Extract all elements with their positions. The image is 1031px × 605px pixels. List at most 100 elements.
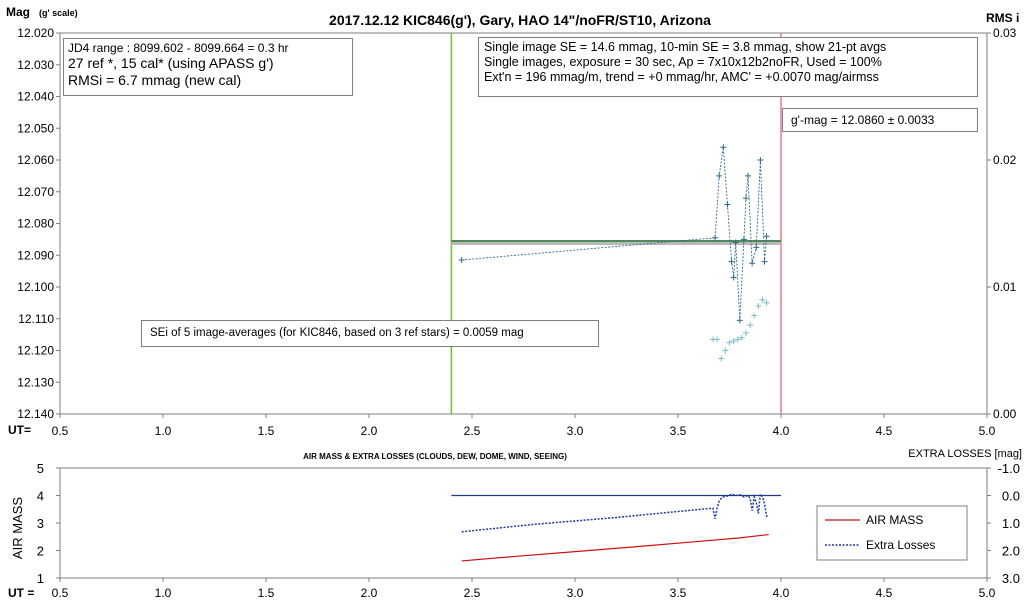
y-tick-label: 12.070 — [17, 185, 54, 199]
y2-tick-label: 0.00 — [993, 407, 1017, 421]
sei-box: SEi of 5 image-averages (for KIC846, bas… — [141, 320, 599, 347]
x-tick-label: 5.0 — [979, 424, 996, 438]
data-point — [732, 239, 739, 246]
y-tick-label: 12.140 — [17, 407, 54, 421]
legend-extra-losses-label: Extra Losses — [866, 538, 935, 552]
extra-losses-y2-label: EXTRA LOSSES [mag] — [908, 448, 1022, 460]
airmass-y-tick-label: 2 — [37, 544, 44, 559]
data-point — [757, 157, 764, 163]
y-tick-label: 12.030 — [17, 58, 54, 72]
x-tick-label: 2.0 — [361, 424, 378, 438]
y-tick-label: 12.020 — [17, 26, 54, 40]
data-point — [740, 236, 747, 243]
x-tick-label: 1.0 — [155, 424, 172, 438]
airmass-y-tick-label: 1 — [37, 571, 44, 586]
stats-box-line3: Ext'n = 196 mmag/m, trend = +0 mmag/hr, … — [484, 70, 879, 84]
airmass-x-tick-label: 2.0 — [361, 586, 378, 600]
gmag-box: g'-mag = 12.0860 ± 0.0033 — [782, 108, 978, 132]
airmass-y-label: AIR MASS — [10, 497, 25, 559]
y-tick-label: 12.080 — [17, 217, 54, 231]
legend-airmass-label: AIR MASS — [866, 513, 923, 527]
airmass-x-tick-label: 3.5 — [670, 586, 687, 600]
y-tick-label: 12.050 — [17, 121, 54, 135]
data-point — [716, 172, 723, 179]
info-box-line2: 27 ref *, 15 cal* (using APASS g') — [68, 55, 274, 72]
data-point — [730, 274, 737, 281]
x-tick-label: 3.0 — [567, 424, 584, 438]
data-point — [714, 336, 721, 343]
y2-tick-label: 0.03 — [993, 26, 1017, 40]
extra-losses-line — [461, 492, 770, 533]
data-point — [747, 322, 754, 329]
airmass-y-tick-label: 5 — [37, 461, 44, 476]
airmass-x-tick-label: 0.5 — [52, 586, 69, 600]
data-point — [745, 172, 752, 179]
data-point — [751, 312, 758, 319]
airmass-x-tick-label: 1.0 — [155, 586, 172, 600]
airmass-y-tick-label: 3 — [37, 516, 44, 531]
y-tick-label: 12.090 — [17, 248, 54, 262]
x-tick-label: 2.5 — [464, 424, 481, 438]
info-box-line1: JD4 range : 8099.602 - 8099.664 = 0.3 hr — [68, 41, 289, 55]
y2-tick-label: 0.01 — [993, 280, 1017, 294]
x-tick-label: 4.5 — [876, 424, 893, 438]
extra-losses-y2-tick-label: 1.0 — [1002, 516, 1020, 531]
extra-losses-y2-tick-label: 0.0 — [1002, 489, 1020, 504]
airmass-x-tick-label: 4.0 — [773, 586, 790, 600]
y-tick-label: 12.100 — [17, 280, 54, 294]
airmass-x-tick-label: 3.0 — [567, 586, 584, 600]
airmass-x-axis-label: UT = — [8, 586, 34, 600]
data-point — [755, 303, 762, 310]
data-point — [458, 257, 465, 264]
extra-losses-y2-tick-label: 2.0 — [1002, 544, 1020, 559]
legend-box — [816, 505, 968, 561]
data-point — [763, 299, 770, 306]
airmass-x-tick-label: 1.5 — [258, 586, 275, 600]
extra-losses-y2-tick-label: 3.0 — [1002, 571, 1020, 586]
data-point — [712, 234, 719, 241]
data-point — [730, 337, 737, 344]
stats-box-line1: Single image SE = 14.6 mmag, 10-min SE =… — [484, 40, 887, 54]
chart-title: 2017.12.12 KIC846(g'), Gary, HAO 14"/noF… — [329, 12, 711, 28]
y-axis-label-sub: (g' scale) — [39, 8, 78, 18]
x-tick-label: 1.5 — [258, 424, 275, 438]
data-point — [761, 258, 768, 265]
info-box-line3: RMSi = 6.7 mmag (new cal) — [68, 72, 242, 89]
y-tick-label: 12.120 — [17, 344, 54, 358]
x-tick-label: 4.0 — [773, 424, 790, 438]
airmass-x-tick-label: 5.0 — [979, 586, 996, 600]
y-tick-label: 12.110 — [18, 312, 54, 326]
x-tick-label: 0.5 — [52, 424, 69, 438]
data-point — [724, 201, 731, 208]
data-point — [728, 258, 735, 265]
stats-box: Single image SE = 14.6 mmag, 10-min SE =… — [478, 37, 978, 97]
data-point — [738, 334, 745, 341]
x-axis-label: UT= — [8, 423, 31, 437]
airmass-x-tick-label: 2.5 — [464, 586, 481, 600]
data-point — [722, 347, 729, 354]
data-point — [763, 233, 770, 240]
y-tick-label: 12.060 — [17, 153, 54, 167]
airmass-y-tick-label: 4 — [37, 489, 44, 504]
gmag-value: g'-mag = 12.0860 ± 0.0033 — [791, 113, 935, 127]
y-axis-label: Mag — [6, 5, 30, 19]
data-point — [734, 336, 741, 343]
data-point — [753, 244, 760, 251]
x-tick-label: 3.5 — [670, 424, 687, 438]
legend: AIR MASS Extra Losses — [816, 505, 968, 561]
airmass-x-tick-label: 4.5 — [876, 586, 893, 600]
data-point — [742, 195, 749, 202]
data-point — [749, 260, 756, 267]
data-point — [736, 317, 743, 324]
data-point — [742, 330, 749, 337]
data-point — [720, 144, 727, 151]
stats-box-line2: Single images, exposure = 30 sec, Ap = 7… — [484, 55, 882, 69]
y2-tick-label: 0.02 — [993, 153, 1017, 167]
y-tick-label: 12.130 — [17, 375, 54, 389]
data-point — [759, 296, 766, 303]
extra-losses-y2-tick-label: -1.0 — [998, 461, 1020, 476]
sei-value: SEi of 5 image-averages (for KIC846, bas… — [150, 327, 524, 339]
info-box: JD4 range : 8099.602 - 8099.664 = 0.3 hr… — [63, 38, 353, 96]
y2-axis-label: RMS i — [986, 11, 1019, 25]
y-tick-label: 12.040 — [17, 90, 54, 104]
